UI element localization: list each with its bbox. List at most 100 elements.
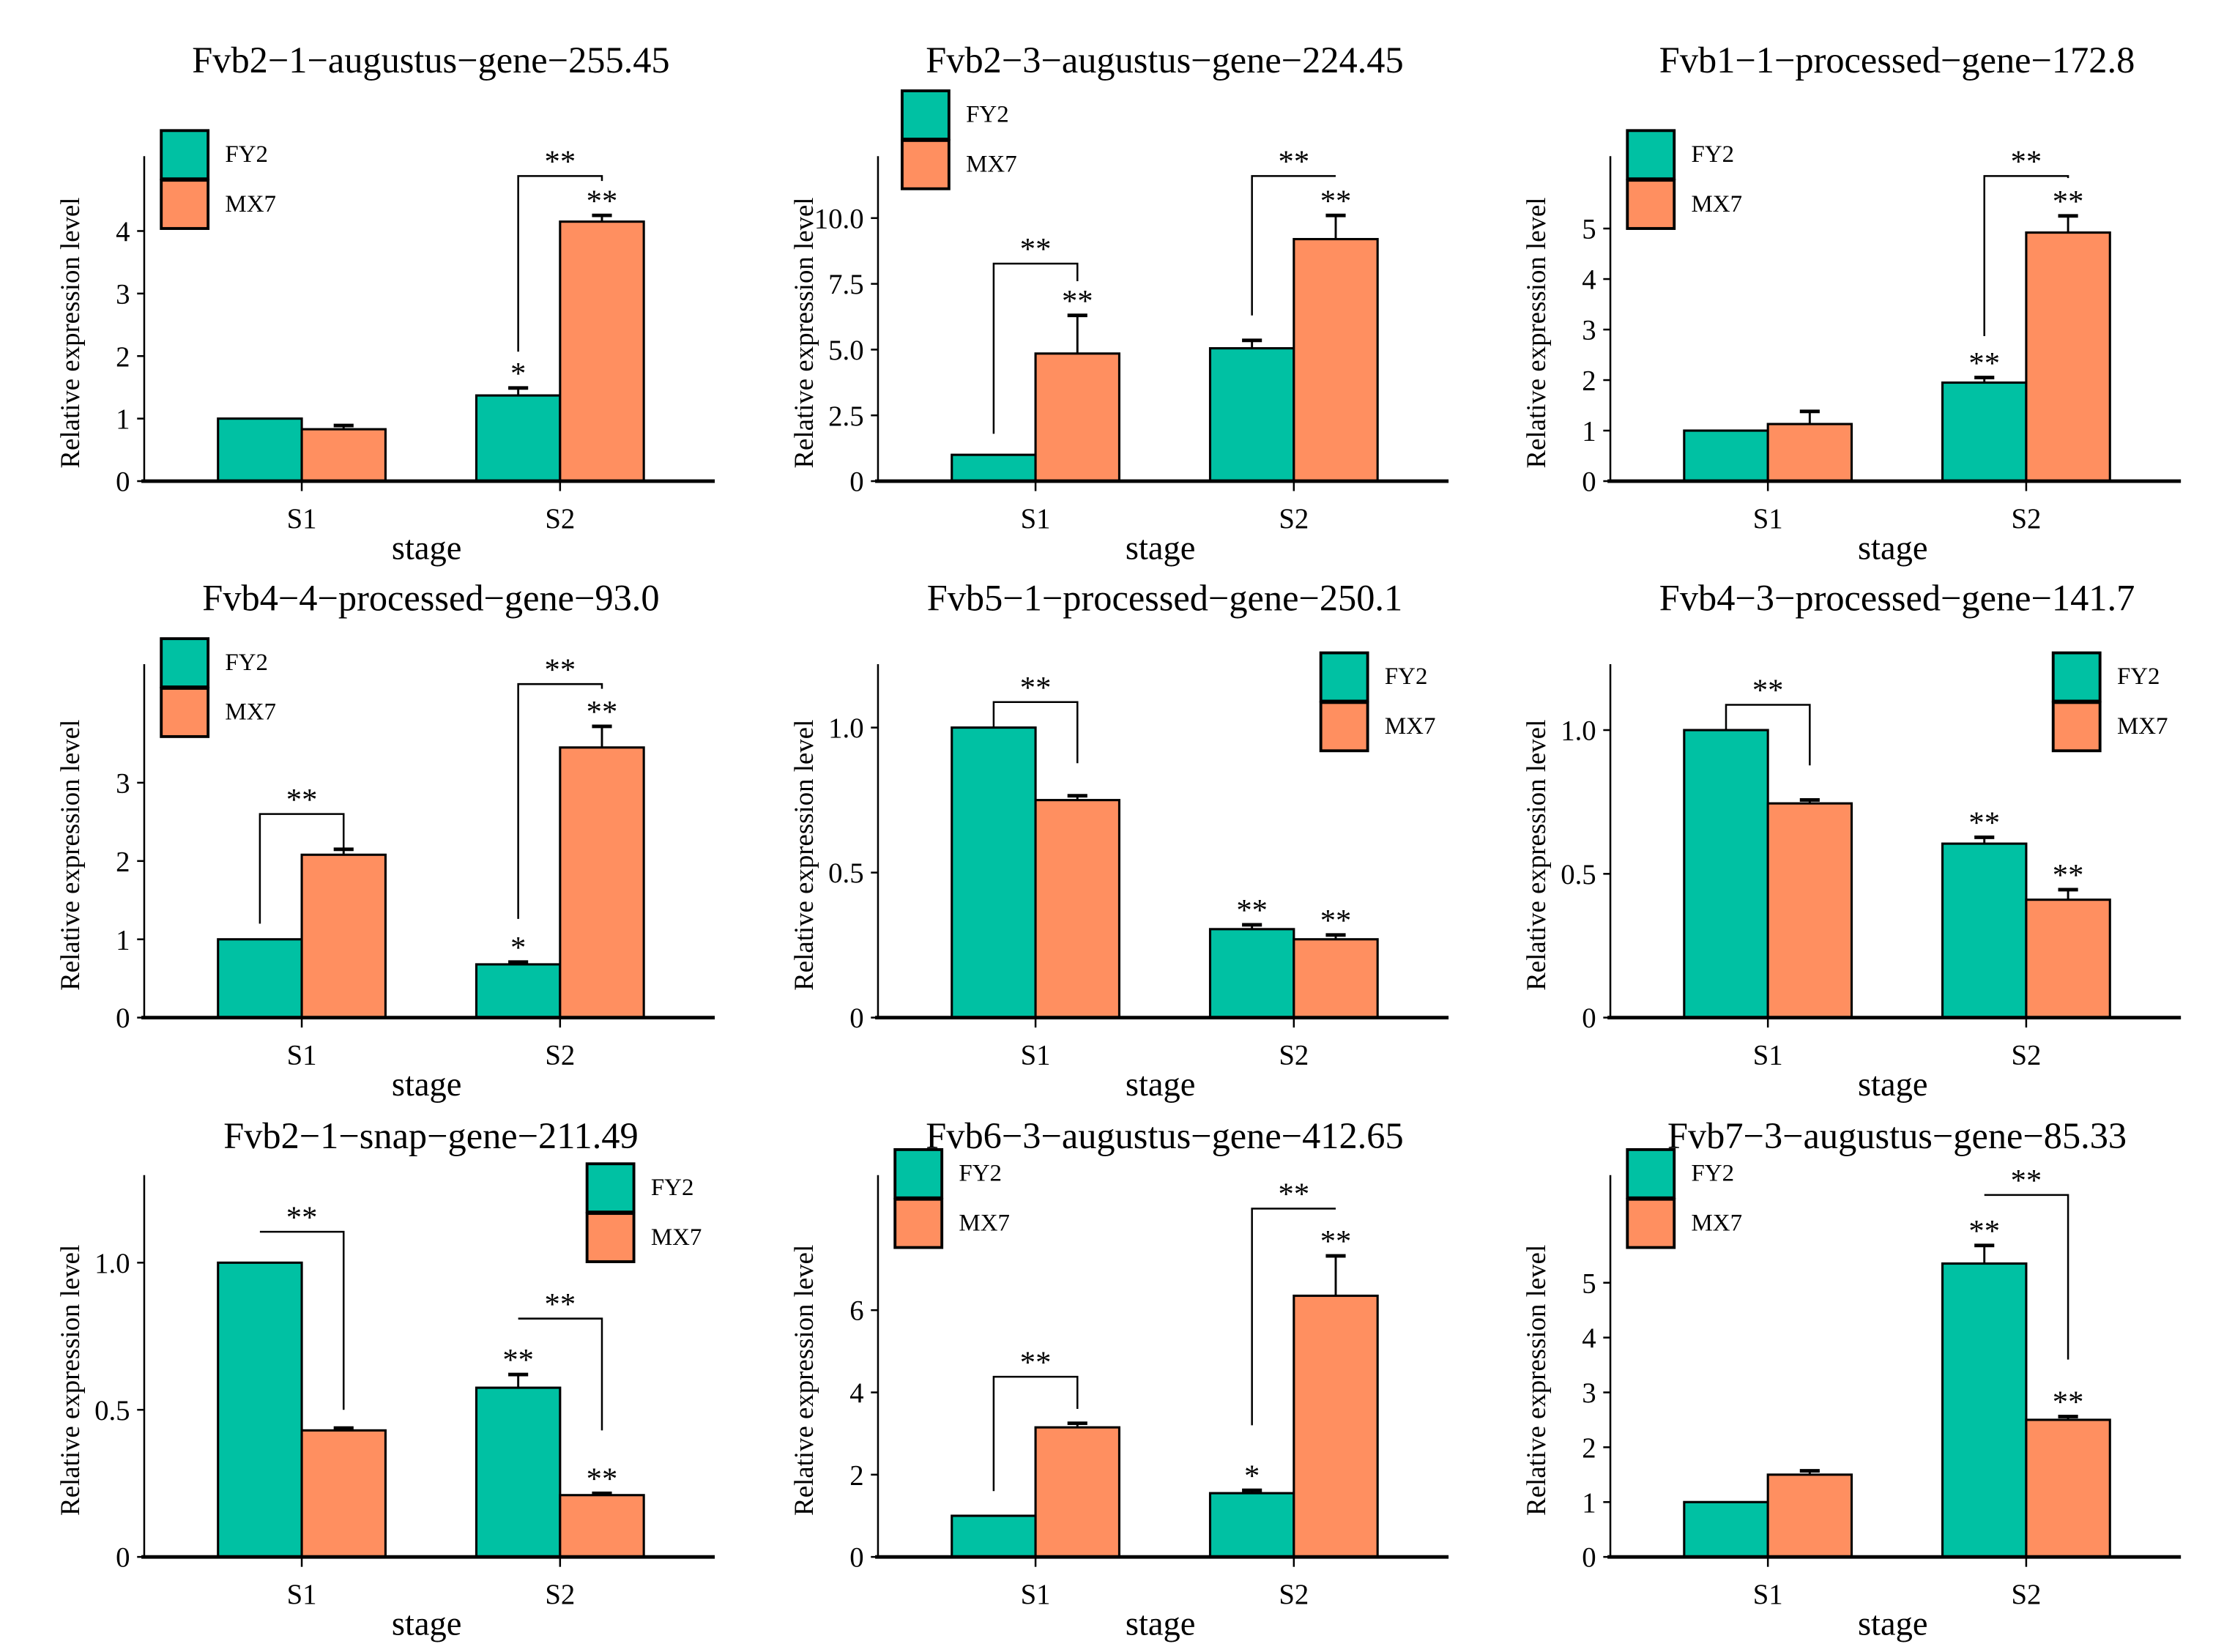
bar-mx7-s1 [1034,1426,1120,1558]
y-tick-label: 1.0 [94,1248,130,1279]
y-tick-label: 2.5 [828,401,863,432]
y-tick-label: 10.0 [814,203,864,234]
chart-title: Fvb6−3−augustus−gene−412.65 [926,1115,1403,1156]
bracket-label: ** [2011,145,2042,179]
y-tick-label: 3 [1582,1377,1596,1409]
significance-label: * [510,931,526,965]
significance-bracket [517,175,603,352]
y-axis-label: Relative expression level [55,1245,85,1516]
legend-swatch-fy2 [900,89,951,141]
chart-title: Fvb2−1−augustus−gene−255.45 [192,40,669,81]
chart-panel: Fvb7−3−augustus−gene−85.33 ** ** ** 0 1 2 3 4 5 S1… [1521,1115,2182,1643]
bar-fy2-s1 [951,453,1037,483]
legend-label: FY2 [1692,1161,1735,1187]
bar-fy2-s2 [1208,347,1295,483]
x-tick-label: S1 [1753,503,1783,535]
y-tick-label: 6 [849,1295,863,1327]
legend-label: FY2 [225,650,268,676]
legend-label: FY2 [225,141,268,168]
bar-mx7-s1 [1766,802,1853,1019]
significance-label: ** [1236,893,1268,928]
legend-swatch-mx7 [160,179,210,230]
significance-label: * [1244,1459,1260,1493]
legend-label: MX7 [2117,713,2168,740]
x-tick-label: S2 [2011,503,2041,535]
bracket-label: ** [1752,674,1784,708]
x-tick-label: S1 [1753,1040,1783,1071]
significance-bracket [992,701,1079,764]
x-tick-label: S2 [2011,1040,2041,1071]
x-axis-label: stage [392,530,462,568]
significance-label: ** [587,184,618,218]
significance-label: ** [2053,1385,2084,1420]
bar-fy2-s1 [951,726,1037,1019]
legend-swatch-mx7 [1319,701,1369,753]
bracket-label: ** [1279,145,1310,179]
legend-swatch-mx7 [1626,1197,1676,1249]
bar-fy2-s1 [1683,429,1769,483]
y-tick-label: 1 [1582,416,1596,447]
bracket-label: ** [1020,671,1052,705]
legend-label: MX7 [966,152,1017,178]
y-tick-label: 7.5 [828,269,863,300]
bar-fy2-s2 [1208,1492,1295,1558]
y-tick-label: 2 [116,846,130,877]
y-tick-label: 0 [116,1542,130,1574]
y-tick-label: 0 [849,1542,863,1574]
bracket-label: ** [286,1200,318,1235]
x-axis-label: stage [1126,1066,1196,1104]
legend-label: FY2 [651,1175,694,1201]
significance-bracket [259,1230,345,1410]
chart-title: Fvb2−3−augustus−gene−224.45 [926,40,1403,81]
x-tick-label: S2 [545,503,575,535]
x-tick-label: S2 [545,1579,575,1610]
bar-fy2-s1 [217,1261,303,1558]
legend-swatch-mx7 [900,138,951,190]
significance-label: ** [1968,806,2000,841]
bar-fy2-s2 [1941,1262,2028,1558]
significance-bracket [1984,1194,2069,1360]
y-tick-label: 0.5 [1561,859,1596,890]
bar-mx7-s1 [300,428,387,483]
significance-label: * [510,357,526,391]
x-axis-label: stage [1126,530,1196,568]
y-tick-label: 3 [116,278,130,310]
legend-swatch-fy2 [1626,129,1676,181]
significance-label: ** [502,1343,534,1377]
x-tick-label: S1 [1021,503,1051,535]
legend-label: MX7 [1385,713,1436,740]
y-tick-label: 0 [1582,466,1596,498]
legend-swatch-mx7 [160,687,210,738]
y-tick-label: 4 [116,216,130,248]
y-tick-label: 1.0 [828,712,863,744]
legend-swatch-mx7 [893,1197,944,1249]
y-axis-label: Relative expression level [789,720,819,991]
bar-fy2-s2 [1208,928,1295,1019]
y-tick-label: 0.5 [94,1395,130,1426]
chart-panel: Fvb6−3−augustus−gene−412.65*******0246S1… [789,1115,1449,1643]
legend-swatch-fy2 [2051,651,2102,703]
x-axis-label: stage [392,1066,462,1104]
y-tick-label: 0 [849,466,863,498]
chart-title: Fvb4−3−processed−gene−141.7 [1659,577,2135,618]
x-tick-label: S1 [287,1579,317,1610]
bar-mx7-s2 [559,220,645,483]
y-tick-label: 2 [1582,1432,1596,1464]
chart-panel: Fvb2−1−snap−gene−211.49 ** ** ** ** 0 0.5 1.0 S1… [55,1115,715,1643]
legend-label: MX7 [225,699,276,726]
bracket-label: ** [2011,1164,2042,1198]
y-tick-label: 0 [116,466,130,498]
bar-mx7-s1 [1034,799,1120,1019]
x-axis-label: stage [1126,1606,1196,1643]
legend-swatch-fy2 [160,637,210,688]
bar-mx7-s2 [559,746,645,1019]
bar-fy2-s1 [217,417,303,483]
legend-label: FY2 [1385,663,1428,690]
significance-bracket [1983,175,2069,337]
legend-label: MX7 [225,191,276,217]
chart-title: Fvb2−1−snap−gene−211.49 [223,1115,639,1156]
significance-label: ** [2053,185,2084,219]
y-axis-label: Relative expression level [789,197,819,468]
bracket-label: ** [286,783,318,817]
legend-swatch-fy2 [585,1162,636,1214]
